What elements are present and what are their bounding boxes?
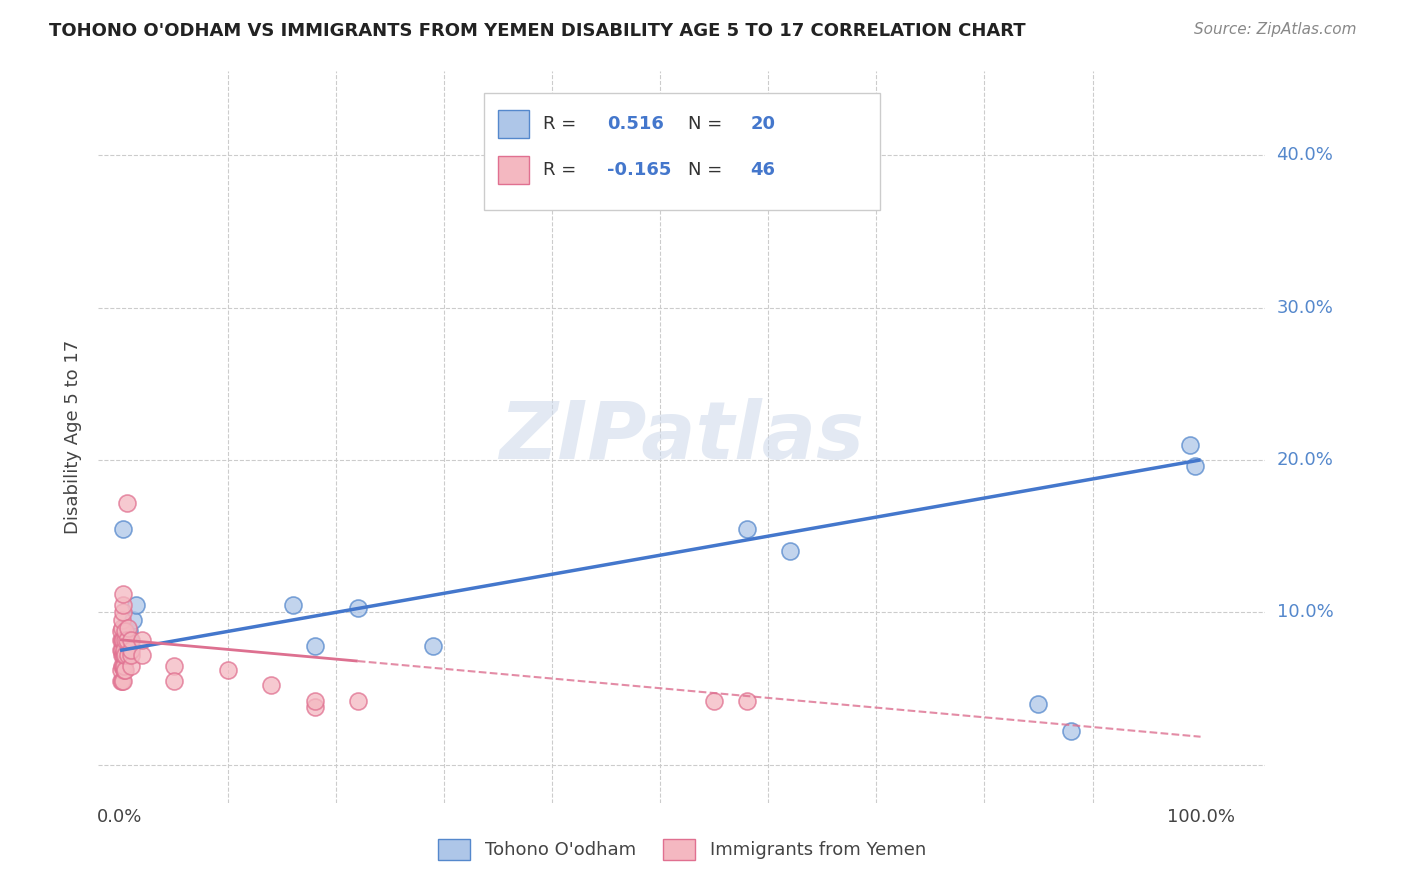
Point (422, 639, 444, 653)
Point (117, 648, 139, 662)
Bar (498, 156, 529, 184)
Point (703, 694, 725, 708)
Point (112, 643, 135, 657)
Text: -0.165: -0.165 (607, 161, 671, 179)
Point (110, 632, 132, 647)
Point (112, 521, 135, 535)
Point (112, 658, 135, 673)
Point (112, 663, 135, 677)
Text: 40.0%: 40.0% (1277, 146, 1333, 164)
Point (163, 673, 186, 688)
Text: R =: R = (543, 115, 582, 133)
Text: 20: 20 (751, 115, 775, 133)
Point (120, 648, 142, 662)
Point (217, 663, 239, 677)
Text: R =: R = (543, 161, 582, 179)
Text: 46: 46 (751, 161, 775, 179)
Point (117, 628, 139, 642)
Text: ZIPatlas: ZIPatlas (499, 398, 865, 476)
Point (114, 621, 136, 635)
Point (114, 663, 136, 677)
Point (346, 694, 368, 708)
Point (122, 613, 145, 627)
Point (346, 600, 368, 615)
Point (120, 632, 142, 647)
Point (112, 605, 135, 619)
Point (304, 694, 326, 708)
Text: TOHONO O'ODHAM VS IMMIGRANTS FROM YEMEN DISABILITY AGE 5 TO 17 CORRELATION CHART: TOHONO O'ODHAM VS IMMIGRANTS FROM YEMEN … (49, 22, 1026, 40)
Point (281, 598, 304, 612)
Text: 30.0%: 30.0% (1277, 299, 1333, 317)
Point (114, 632, 136, 647)
Point (163, 658, 186, 673)
Point (120, 643, 142, 657)
Point (115, 495, 138, 509)
Point (112, 598, 135, 612)
Point (735, 694, 758, 708)
Point (110, 624, 132, 638)
Legend: Tohono O'odham, Immigrants from Yemen: Tohono O'odham, Immigrants from Yemen (430, 831, 934, 867)
Point (112, 648, 135, 662)
Point (114, 648, 136, 662)
Point (1184, 458, 1206, 473)
Point (117, 621, 139, 635)
Text: N =: N = (689, 115, 728, 133)
Point (115, 632, 138, 647)
Point (115, 632, 138, 647)
Point (120, 639, 142, 653)
Point (125, 598, 148, 612)
Point (111, 613, 134, 627)
Point (118, 632, 141, 647)
FancyBboxPatch shape (484, 94, 880, 211)
Point (1028, 697, 1050, 711)
Point (112, 632, 135, 647)
Point (112, 587, 135, 601)
Point (111, 648, 134, 662)
Point (735, 521, 758, 535)
Point (111, 621, 134, 635)
Point (304, 639, 326, 653)
Point (112, 673, 135, 688)
Point (1178, 438, 1201, 452)
Point (112, 648, 135, 662)
Point (111, 673, 134, 688)
Point (131, 632, 153, 647)
Point (111, 658, 134, 673)
Point (110, 673, 132, 688)
Text: Source: ZipAtlas.com: Source: ZipAtlas.com (1194, 22, 1357, 37)
Point (110, 643, 132, 657)
Point (131, 648, 153, 662)
Point (111, 632, 134, 647)
Text: N =: N = (689, 161, 728, 179)
Point (1060, 724, 1083, 739)
Point (111, 643, 134, 657)
Point (779, 544, 801, 558)
Point (304, 699, 326, 714)
Bar (498, 110, 529, 138)
Point (110, 663, 132, 677)
Point (260, 678, 283, 692)
Point (120, 658, 142, 673)
Point (114, 624, 136, 638)
Y-axis label: Disability Age 5 to 17: Disability Age 5 to 17 (65, 340, 83, 534)
Point (844, 140, 866, 154)
Text: 10.0%: 10.0% (1277, 603, 1333, 622)
Point (112, 658, 135, 673)
Text: 0.516: 0.516 (607, 115, 664, 133)
Point (118, 624, 141, 638)
Text: 20.0%: 20.0% (1277, 451, 1333, 469)
